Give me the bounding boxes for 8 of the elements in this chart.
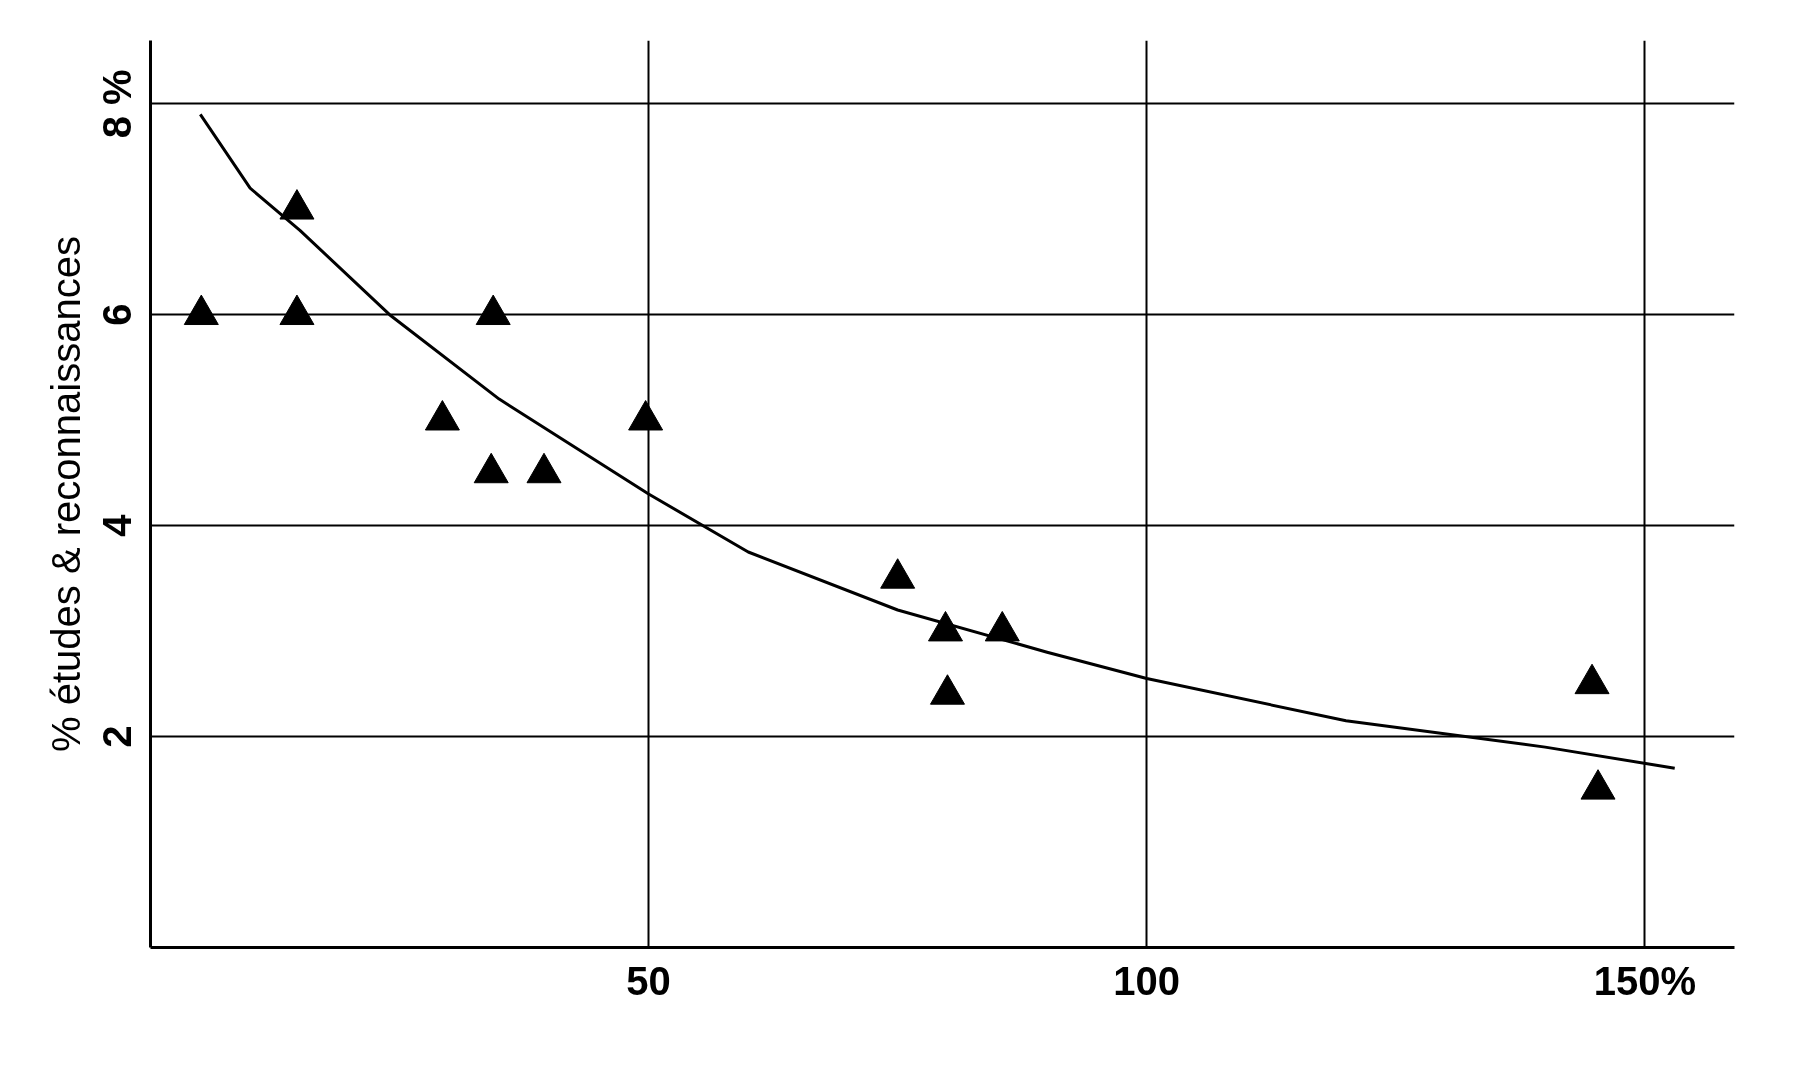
x-tick-label: 100 [1113, 958, 1181, 1003]
x-tick-label: 150% [1593, 958, 1696, 1003]
y-tick-label: 4 [95, 513, 140, 537]
y-axis-title: % études & reconnaissances [43, 236, 88, 752]
x-tick-label: 50 [626, 958, 671, 1003]
y-tick-label: 6 [95, 303, 140, 326]
y-tick-label: 2 [95, 725, 140, 748]
y-tick-label: 8 % [95, 69, 140, 139]
